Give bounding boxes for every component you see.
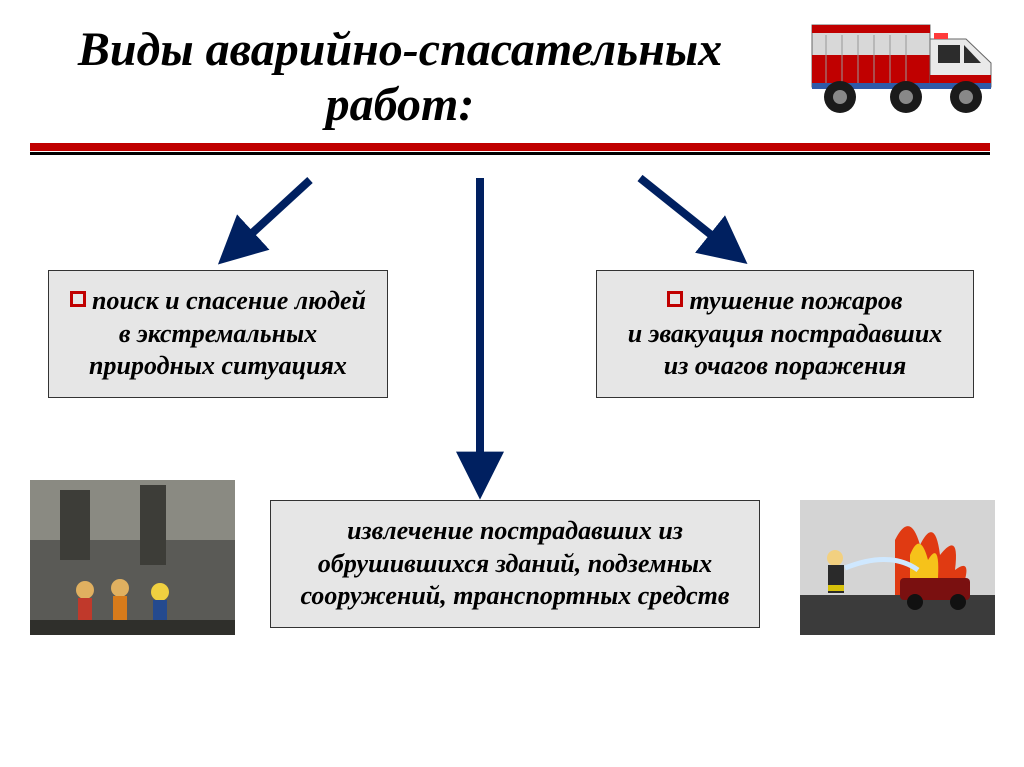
rubble-rescue-image: [30, 480, 235, 635]
box-center-text: извлечение пострадавших из обрушившихся …: [301, 516, 730, 610]
box-fire-evacuation: тушение пожаров и эвакуация пострадавших…: [596, 270, 974, 398]
bullet-icon: [667, 291, 683, 307]
box-extraction: извлечение пострадавших из обрушившихся …: [270, 500, 760, 628]
bullet-icon: [70, 291, 86, 307]
box-search-rescue: поиск и спасение людей в экстремальных п…: [48, 270, 388, 398]
car-fire-image: [800, 500, 995, 635]
box-left-text: поиск и спасение людей в экстремальных п…: [89, 286, 366, 380]
